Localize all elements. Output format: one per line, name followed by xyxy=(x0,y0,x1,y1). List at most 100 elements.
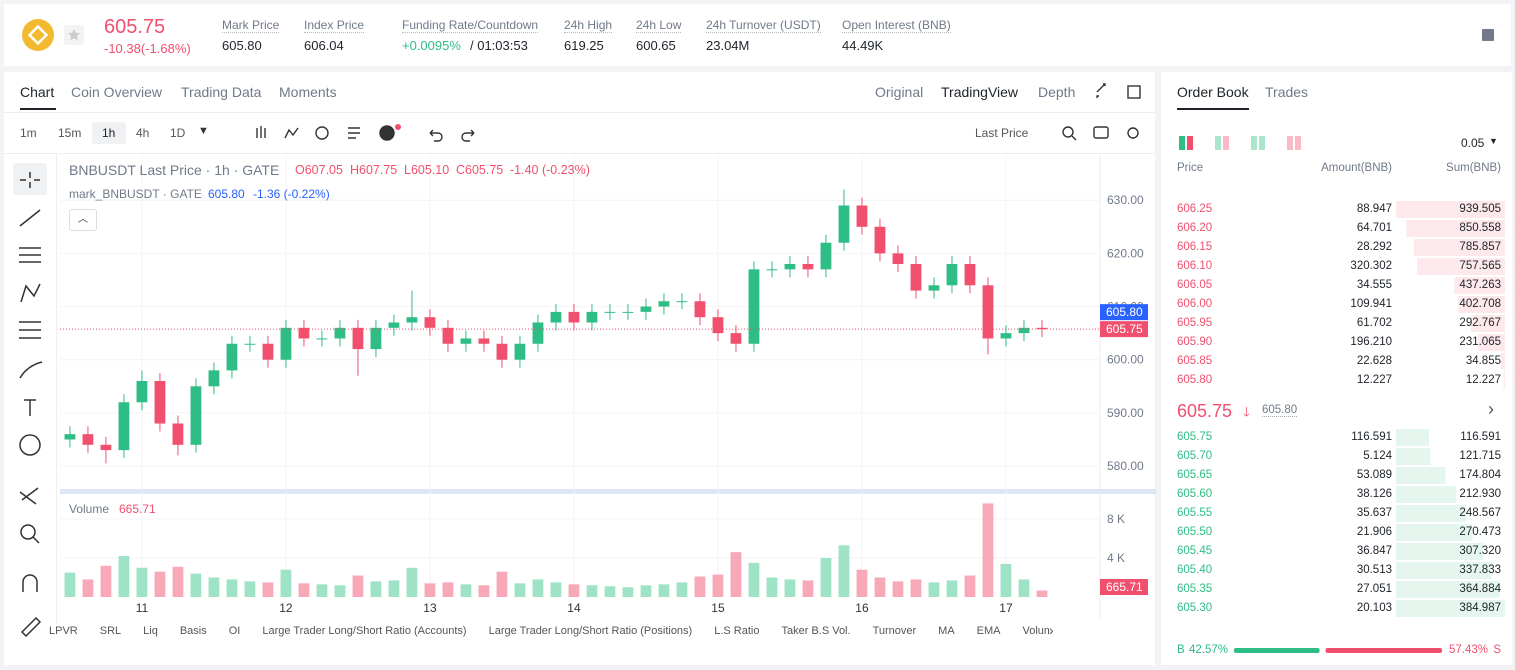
interval[interactable]: 1h xyxy=(102,126,116,140)
x-tick-label: 11 xyxy=(136,601,149,615)
ob-tab[interactable]: Order Book xyxy=(1177,84,1249,100)
indicator[interactable]: Large Trader Long/Short Ratio (Accounts) xyxy=(262,625,467,637)
volume-bar xyxy=(118,556,130,597)
depth-bar xyxy=(1396,486,1457,503)
indicator[interactable]: EMA xyxy=(976,625,1001,637)
tab[interactable]: Coin Overview xyxy=(71,84,163,100)
ob-cell: 606.15 xyxy=(1177,241,1213,253)
volume-bar xyxy=(442,582,454,597)
volume-bar xyxy=(244,581,256,597)
tab[interactable]: Moments xyxy=(279,84,337,100)
volume-bar xyxy=(424,583,436,597)
indicator[interactable]: SRL xyxy=(99,625,122,637)
interval[interactable]: 1D xyxy=(170,126,186,140)
candle-body xyxy=(820,242,832,270)
tab[interactable]: Trading Data xyxy=(181,84,262,100)
buy-label: B xyxy=(1177,644,1185,656)
dropdown-arrow[interactable]: ▼ xyxy=(198,125,209,137)
candle-body xyxy=(406,317,418,323)
volume-bar xyxy=(1018,579,1030,597)
volume-bar xyxy=(748,562,760,597)
view-tab[interactable]: Depth xyxy=(1038,84,1076,100)
interval[interactable]: 1m xyxy=(20,126,37,140)
sell-label: S xyxy=(1493,644,1501,656)
indicator[interactable]: Basis xyxy=(179,625,207,637)
collapse-button[interactable]: ︿ xyxy=(69,209,97,231)
indicator[interactable]: L.S Ratio xyxy=(714,625,760,637)
indicator[interactable]: LPVR xyxy=(49,625,78,637)
volume-bar xyxy=(280,569,292,597)
volume-bar xyxy=(388,580,400,597)
book-view-icon xyxy=(1259,136,1265,150)
volume-bar xyxy=(676,582,688,597)
depth-bar xyxy=(1396,600,1505,617)
ob-cell: 21.906 xyxy=(1356,526,1392,538)
ob-cell: 12.227 xyxy=(1465,374,1501,386)
ob-header: Amount(BNB) xyxy=(1321,162,1392,174)
stat-label: 24h High xyxy=(564,18,613,33)
buy-ratio: 42.57% xyxy=(1189,644,1229,656)
candle-body xyxy=(352,327,364,350)
candle-body xyxy=(748,269,760,344)
indicator[interactable]: MA xyxy=(938,625,955,637)
stat-label: Index Price xyxy=(304,18,365,33)
ob-more[interactable]: › xyxy=(1488,399,1494,419)
volume-bar xyxy=(640,585,652,597)
indicator[interactable]: Taker B.S Vol. xyxy=(781,625,851,637)
price-change: -10.38(-1.68%) xyxy=(104,41,191,56)
ohlc-value: O607.05 xyxy=(295,163,343,177)
ob-cell: 116.591 xyxy=(1351,431,1392,443)
volume-bar xyxy=(1000,563,1012,597)
candle-body xyxy=(766,269,778,271)
indicator[interactable]: Liq xyxy=(143,625,158,637)
stat-value: 23.04M xyxy=(706,38,750,53)
precision[interactable]: 0.05 xyxy=(1461,136,1485,150)
candle-body xyxy=(496,343,508,360)
stat-value: 44.49K xyxy=(842,38,884,53)
candle-body xyxy=(946,264,958,286)
candle-body xyxy=(1018,327,1030,334)
interval[interactable]: 4h xyxy=(136,126,150,140)
volume-bar xyxy=(190,573,202,597)
depth-bar xyxy=(1503,372,1505,389)
drawing-tools[interactable] xyxy=(13,163,47,638)
indicator[interactable]: OI xyxy=(228,625,241,637)
scroll-arrow[interactable]: › xyxy=(1049,622,1054,638)
candle-body xyxy=(424,317,436,328)
chart-panel xyxy=(4,72,1155,665)
volume-bar xyxy=(82,579,94,597)
stat-value: +0.0095% xyxy=(402,38,461,53)
indicator[interactable]: Volume xyxy=(1022,625,1049,637)
price-type[interactable]: Last Price xyxy=(975,126,1029,140)
indicator[interactable]: Turnover xyxy=(872,625,917,637)
toolbar-icons[interactable] xyxy=(256,83,1141,142)
indicator[interactable]: Large Trader Long/Short Ratio (Positions… xyxy=(488,625,693,637)
ob-cell: 606.25 xyxy=(1177,203,1213,215)
view-tab[interactable]: TradingView xyxy=(941,84,1019,100)
candle-body xyxy=(208,370,220,387)
volume-bar xyxy=(586,585,598,597)
favorite-star[interactable] xyxy=(64,25,84,45)
book-view-icon xyxy=(1295,136,1301,150)
ob-cell: 605.65 xyxy=(1177,469,1213,481)
ob-tab[interactable]: Trades xyxy=(1265,84,1309,100)
tab-underline xyxy=(20,108,56,110)
volume-bar xyxy=(712,574,724,597)
divider xyxy=(4,153,1155,154)
volume-bar xyxy=(928,582,940,597)
view-tab[interactable]: Original xyxy=(875,84,924,100)
interval[interactable]: 15m xyxy=(58,126,82,140)
candle-body xyxy=(388,322,400,328)
volume-bar xyxy=(694,576,706,597)
depth-bar xyxy=(1458,296,1505,313)
book-icon[interactable] xyxy=(1481,28,1495,42)
volume-bar xyxy=(568,584,580,597)
ob-cell: 248.567 xyxy=(1459,507,1501,519)
volume-bar xyxy=(478,585,490,597)
volume-bar xyxy=(298,583,310,597)
ob-cell: 384.987 xyxy=(1459,602,1501,614)
tab[interactable]: Chart xyxy=(20,84,55,100)
mark-legend-price: 605.80 xyxy=(208,187,245,201)
ob-cell: 20.103 xyxy=(1356,602,1392,614)
precision-arrow[interactable]: ▼ xyxy=(1489,136,1498,146)
